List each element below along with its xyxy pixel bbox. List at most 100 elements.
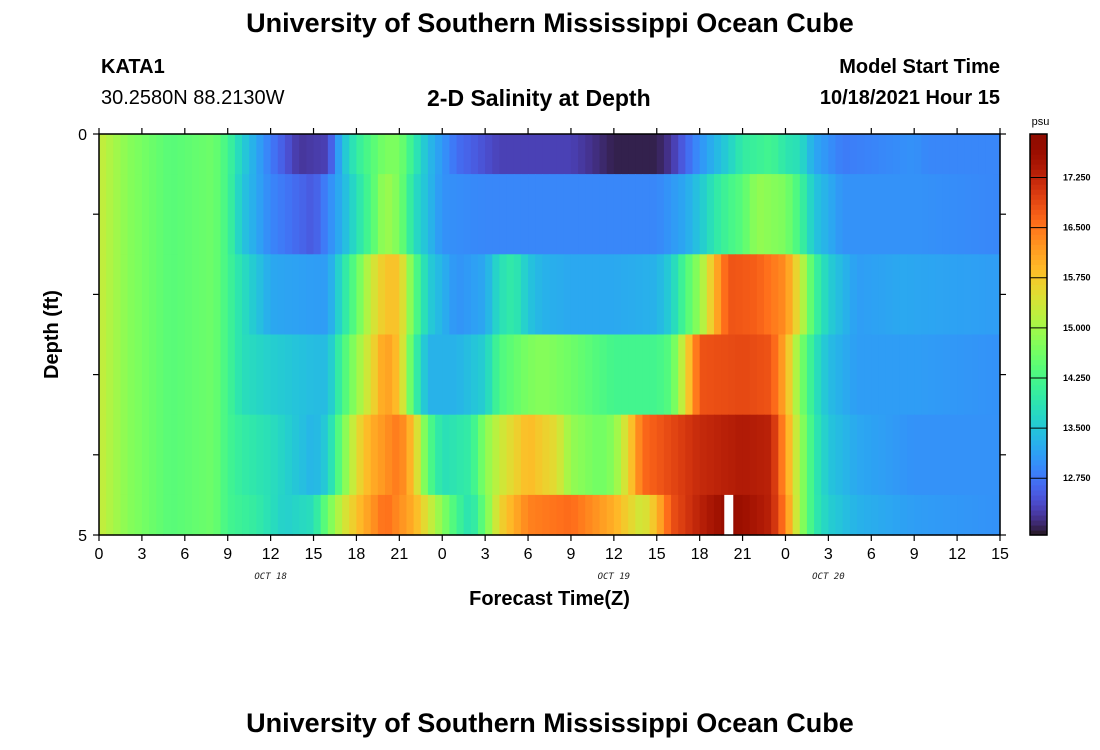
- heatmap-cell: [528, 134, 536, 175]
- heatmap-cell: [742, 494, 751, 536]
- heatmap-cell: [685, 134, 694, 175]
- heatmap-cell: [470, 174, 479, 255]
- heatmap-cell: [385, 414, 393, 496]
- heatmap-cell: [835, 174, 844, 255]
- heatmap-cell: [449, 494, 458, 536]
- heatmap-cell: [549, 494, 558, 536]
- heatmap-cell: [334, 174, 343, 255]
- heatmap-cell: [749, 494, 758, 536]
- colorbar-segment: [1030, 459, 1047, 466]
- heatmap-cell: [535, 254, 543, 336]
- heatmap-cell: [721, 134, 729, 175]
- heatmap-cell: [692, 134, 701, 175]
- heatmap-cell: [663, 334, 672, 416]
- heatmap-cell: [799, 414, 808, 496]
- heatmap-cell: [599, 334, 608, 416]
- heatmap-cell: [835, 414, 844, 496]
- heatmap-cell: [385, 254, 393, 336]
- heatmap-cell: [342, 494, 350, 536]
- heatmap-cell: [156, 254, 164, 336]
- colorbar-segment: [1030, 304, 1047, 311]
- heatmap-cell: [749, 174, 758, 255]
- heatmap-cell: [778, 254, 787, 336]
- heatmap-cell: [292, 134, 300, 175]
- colorbar-segment: [1030, 329, 1047, 336]
- colorbar-segment: [1030, 334, 1047, 341]
- heatmap-cell: [699, 174, 708, 255]
- heatmap-cell: [442, 494, 450, 536]
- heatmap-cell: [692, 254, 701, 336]
- heatmap-cell: [649, 174, 658, 255]
- heatmap-cell: [249, 254, 257, 336]
- heatmap-cell: [728, 414, 737, 496]
- heatmap-cell: [513, 414, 522, 496]
- colorbar-segment: [1030, 394, 1047, 401]
- x-tick-label: 3: [824, 546, 833, 563]
- heatmap-cell: [242, 414, 250, 496]
- heatmap-cell: [778, 494, 787, 536]
- heatmap-cell: [191, 254, 200, 336]
- heatmap-cell: [327, 254, 336, 336]
- heatmap-cell: [385, 494, 393, 536]
- colorbar-segment: [1030, 209, 1047, 215]
- heatmap-cell: [971, 174, 980, 255]
- heatmap-cell: [792, 494, 801, 536]
- heatmap-cell: [470, 254, 479, 336]
- heatmap-cell: [892, 254, 901, 336]
- colorbar-segment: [1030, 184, 1047, 190]
- heatmap-cell: [263, 134, 272, 175]
- heatmap-cell: [320, 414, 329, 496]
- heatmap-cell: [549, 414, 558, 496]
- heatmap-cell: [570, 254, 579, 336]
- heatmap-cell: [628, 414, 636, 496]
- heatmap-cell: [513, 334, 522, 416]
- x-tick-label: 3: [137, 546, 146, 563]
- heatmap-cell: [199, 414, 207, 496]
- heatmap-cell: [656, 134, 665, 175]
- heatmap-cell: [885, 494, 894, 536]
- colorbar-segment: [1030, 154, 1047, 160]
- heatmap-cell: [928, 134, 937, 175]
- heatmap-cell: [942, 494, 951, 536]
- heatmap-cell: [156, 134, 164, 175]
- heatmap-cell: [427, 254, 436, 336]
- heatmap-cell: [957, 134, 965, 175]
- heatmap-cell: [141, 414, 150, 496]
- heatmap-cell: [377, 494, 386, 536]
- heatmap-cell: [921, 414, 930, 496]
- heatmap-cell: [442, 174, 450, 255]
- heatmap-cell: [878, 254, 887, 336]
- x-tick-label: 0: [438, 546, 447, 563]
- colorbar-segment: [1030, 204, 1047, 210]
- heatmap-cell: [299, 494, 307, 536]
- colorbar-tick-label: 13.500: [1063, 423, 1091, 433]
- heatmap-cell: [134, 494, 143, 536]
- heatmap-cell: [520, 494, 529, 536]
- heatmap-cell: [520, 174, 529, 255]
- heatmap-cell: [435, 134, 443, 175]
- heatmap-cell: [542, 254, 551, 336]
- heatmap-cell: [256, 494, 265, 536]
- heatmap-cell: [370, 254, 379, 336]
- heatmap-cell: [263, 494, 272, 536]
- heatmap-cell: [635, 134, 644, 175]
- colorbar-frame: [1029, 133, 1048, 536]
- heatmap-cell: [585, 174, 593, 255]
- heatmap-cell: [113, 134, 122, 175]
- heatmap-cell: [163, 174, 172, 255]
- heatmap-cell: [206, 494, 215, 536]
- heatmap-cell: [120, 254, 129, 336]
- colorbar-tick-label: 15.750: [1063, 273, 1091, 283]
- heatmap-cell: [392, 254, 400, 336]
- heatmap-cell: [270, 414, 279, 496]
- heatmap-cell: [756, 254, 765, 336]
- heatmap-cell: [721, 414, 729, 496]
- heatmap-cell: [263, 334, 272, 416]
- heatmap-cell: [256, 414, 265, 496]
- heatmap-cell: [270, 174, 279, 255]
- heatmap-cell: [149, 334, 157, 416]
- heatmap-cell: [864, 494, 872, 536]
- heatmap-cell: [735, 414, 744, 496]
- heatmap-cell: [949, 134, 958, 175]
